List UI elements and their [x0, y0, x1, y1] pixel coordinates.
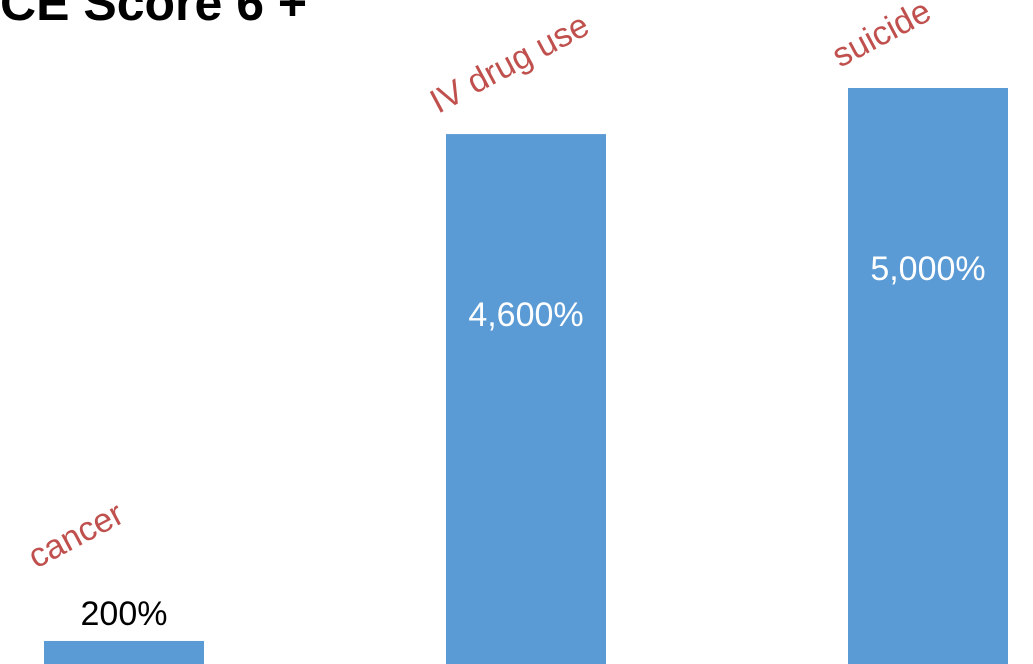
chart-title: CE Score 6 +: [0, 0, 308, 31]
data-label-cancer: 200%: [81, 595, 168, 633]
category-label-suicide: suicide: [826, 0, 937, 75]
category-label-cancer: cancer: [22, 495, 130, 576]
category-label-iv-drug-use: IV drug use: [424, 6, 595, 121]
bar-iv-drug-use: [446, 134, 606, 664]
bar-suicide: [848, 88, 1008, 664]
bar-cancer: [44, 640, 204, 664]
data-label-suicide: 5,000%: [870, 250, 985, 288]
data-label-iv-drug-use: 4,600%: [468, 296, 583, 334]
